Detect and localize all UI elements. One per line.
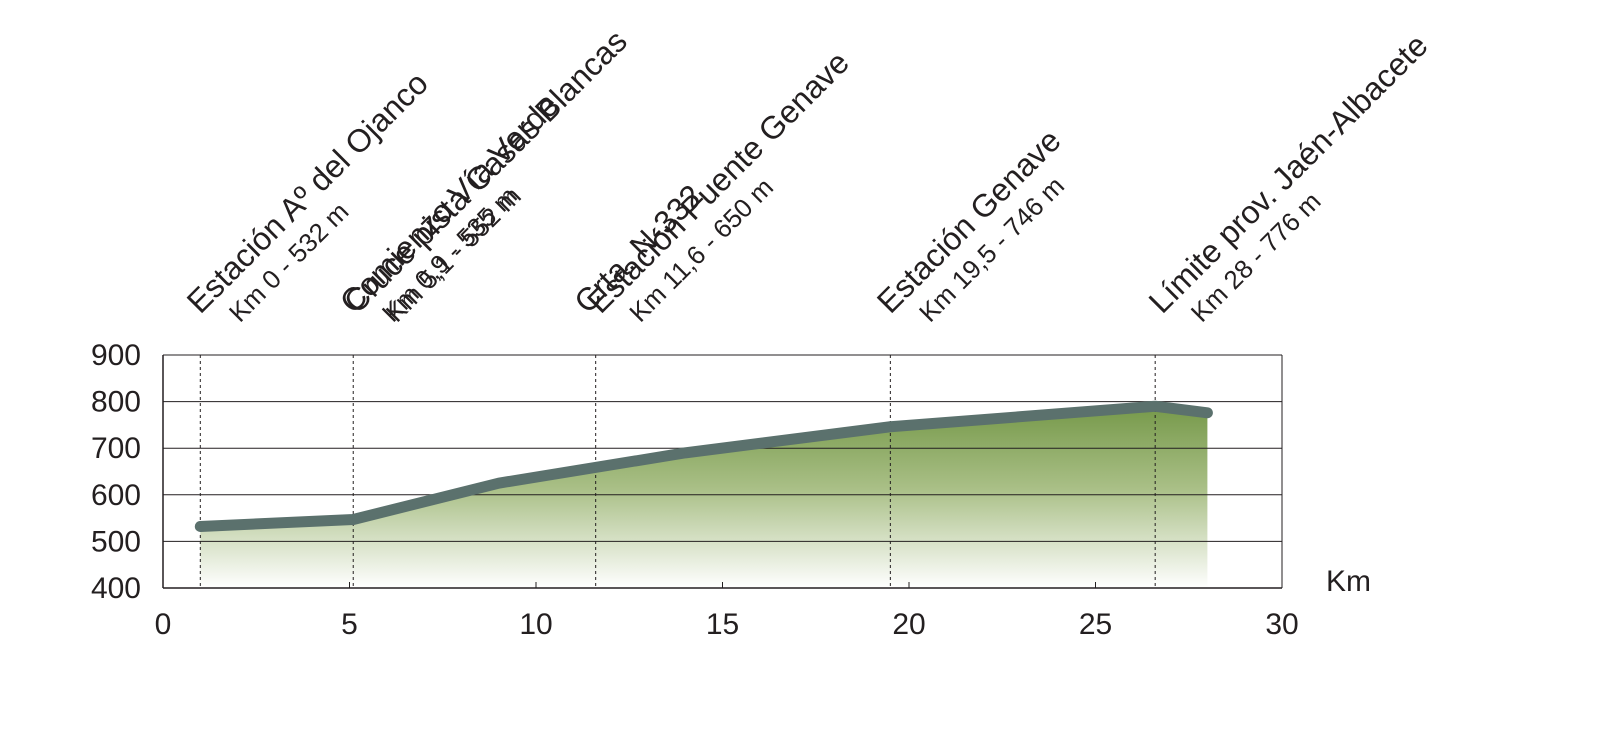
elevation-point-5 [1154, 405, 1157, 408]
y-tick-label-900: 900 [91, 339, 141, 372]
waypoint-name: Estación Puente Genave [580, 44, 856, 320]
x-tick-label-30: 30 [1265, 608, 1298, 641]
x-axis-label: Km [1326, 565, 1371, 598]
elevation-area [200, 406, 1208, 588]
x-tick-label-15: 15 [706, 608, 739, 641]
x-tick-label-20: 20 [892, 608, 925, 641]
elevation-point-3 [684, 451, 687, 454]
waypoint-name: Límite prov. Jaén-Albacete [1142, 27, 1435, 320]
x-tick-label-5: 5 [341, 608, 358, 641]
y-tick-label-800: 800 [91, 386, 141, 419]
y-tick-label-500: 500 [91, 525, 141, 558]
elevation-point-2 [497, 482, 500, 485]
x-tick-label-10: 10 [519, 608, 552, 641]
y-tick-label-700: 700 [91, 432, 141, 465]
x-tick-label-25: 25 [1079, 608, 1112, 641]
elevation-point-1 [352, 518, 355, 521]
x-tick-label-0: 0 [155, 608, 172, 641]
y-tick-label-400: 400 [91, 572, 141, 605]
y-tick-label-600: 600 [91, 479, 141, 512]
elevation-point-0 [199, 525, 202, 528]
elevation-point-6 [1206, 411, 1209, 414]
elevation-area-layer [200, 406, 1208, 588]
axes-layer: 0 5 10 15 20 25 30 400 500 600 700 800 900 Km [91, 339, 1371, 641]
elevation-point-4 [889, 425, 892, 428]
elevation-line-layer [194, 400, 1213, 532]
